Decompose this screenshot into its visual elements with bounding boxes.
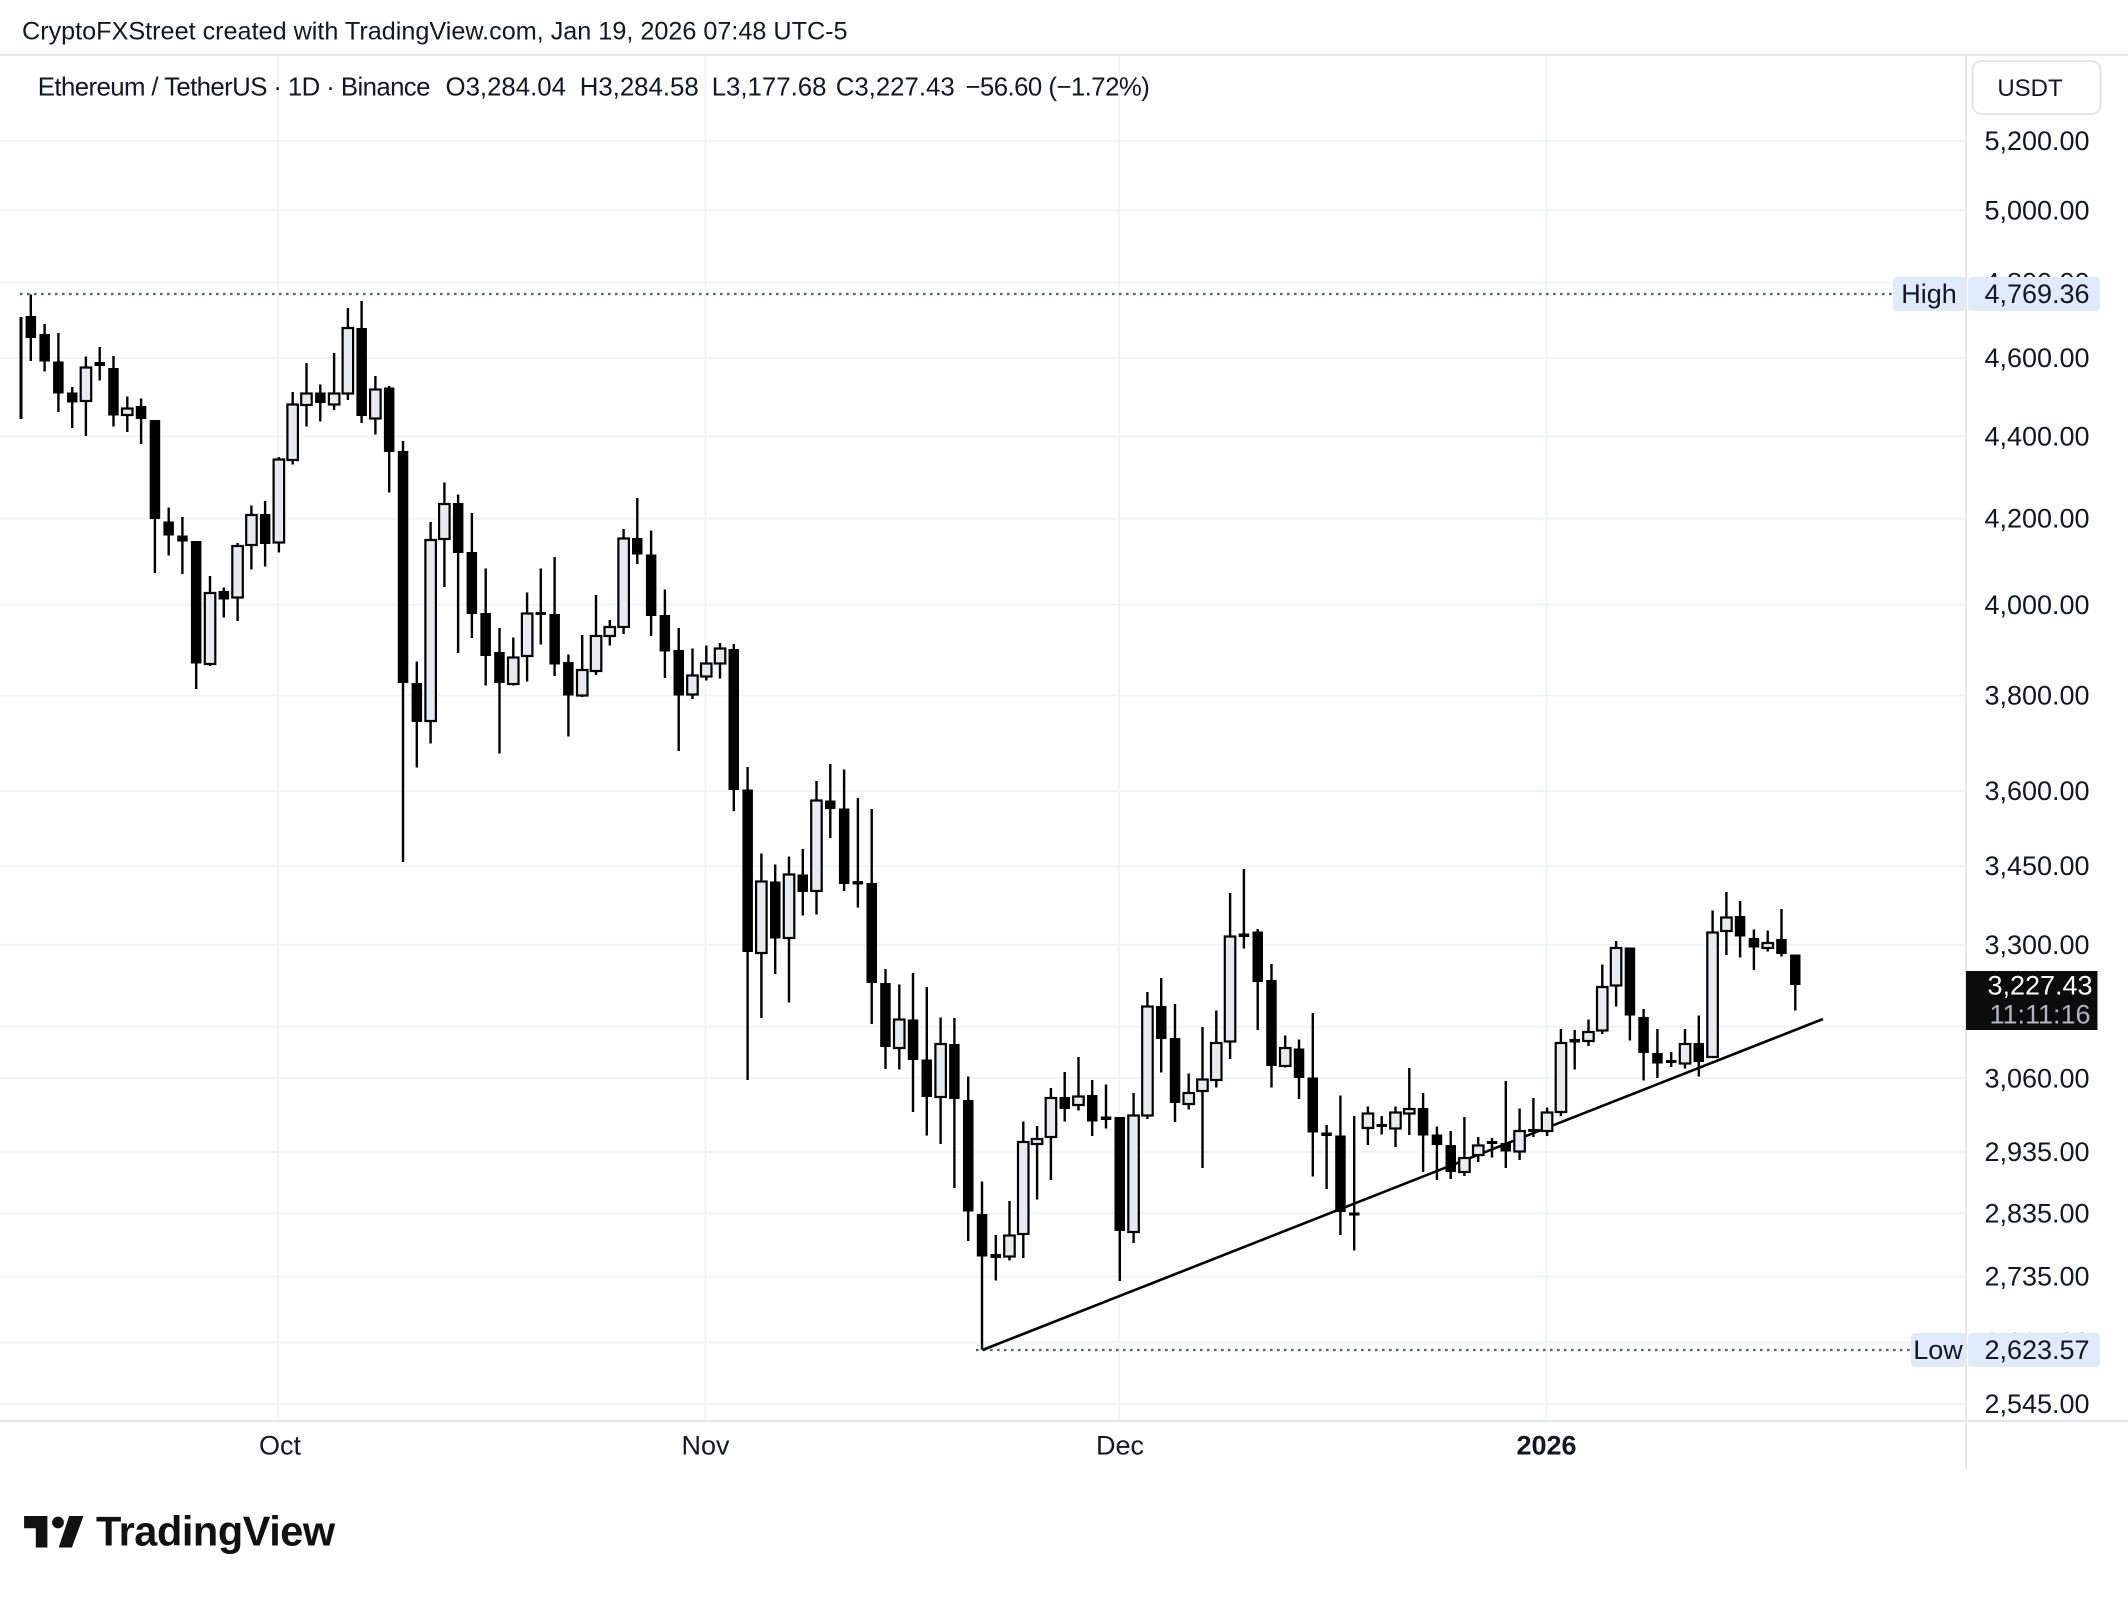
svg-text:TradingView: TradingView [96,1508,336,1555]
svg-text:2,835.00: 2,835.00 [1984,1198,2089,1228]
svg-text:3,800.00: 3,800.00 [1984,681,2089,711]
svg-text:C3,227.43: C3,227.43 [836,74,955,102]
svg-text:O3,284.04: O3,284.04 [446,74,566,102]
svg-text:USDT: USDT [1997,75,2063,102]
svg-text:2,545.00: 2,545.00 [1984,1389,2089,1419]
svg-text:2026: 2026 [1516,1431,1576,1461]
svg-text:3,450.00: 3,450.00 [1984,851,2089,881]
svg-text:Dec: Dec [1096,1431,1144,1461]
svg-text:2,623.57: 2,623.57 [1984,1335,2089,1365]
svg-text:3,060.00: 3,060.00 [1984,1063,2089,1093]
svg-text:3,227.43: 3,227.43 [1987,971,2092,1001]
svg-text:5,200.00: 5,200.00 [1984,126,2089,156]
svg-text:4,000.00: 4,000.00 [1984,590,2089,620]
svg-text:2,735.00: 2,735.00 [1984,1262,2089,1292]
svg-text:H3,284.58: H3,284.58 [580,74,699,102]
svg-text:Ethereum / TetherUS · 1D · Bin: Ethereum / TetherUS · 1D · Binance [38,74,430,102]
svg-text:−56.60 (−1.72%): −56.60 (−1.72%) [965,74,1149,102]
svg-text:4,200.00: 4,200.00 [1984,504,2089,534]
svg-text:11:11:16: 11:11:16 [1989,1000,2090,1030]
svg-text:3,300.00: 3,300.00 [1984,930,2089,960]
svg-text:5,000.00: 5,000.00 [1984,195,2089,225]
svg-text:4,769.36: 4,769.36 [1984,279,2089,309]
svg-text:High: High [1901,279,1957,309]
svg-text:3,600.00: 3,600.00 [1984,776,2089,806]
svg-text:2,935.00: 2,935.00 [1984,1137,2089,1167]
svg-text:Oct: Oct [259,1431,302,1461]
svg-text:L3,177.68: L3,177.68 [712,74,827,102]
svg-text:Nov: Nov [681,1431,730,1461]
svg-text:4,600.00: 4,600.00 [1984,343,2089,373]
svg-text:4,400.00: 4,400.00 [1984,421,2089,451]
svg-text:Low: Low [1913,1335,1963,1365]
svg-text:CryptoFXStreet created with Tr: CryptoFXStreet created with TradingView.… [22,18,848,46]
